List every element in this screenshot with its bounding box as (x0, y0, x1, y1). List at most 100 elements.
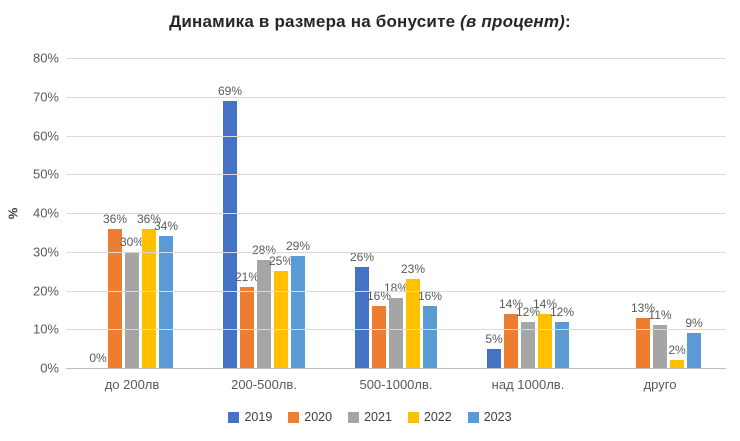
bar-slot: 12% (550, 58, 574, 368)
value-label: 12% (549, 304, 575, 319)
chart-title-italic: (в процент) (460, 12, 566, 31)
gridline (66, 213, 726, 214)
bar-cluster: 69% 21% 28% 25% 29% (198, 58, 330, 368)
x-axis-label: 200-500лв. (231, 377, 297, 392)
bar-2023 (423, 306, 437, 368)
y-tick-label: 50% (32, 166, 59, 182)
legend-item-2020: 2020 (288, 410, 332, 424)
gridline (66, 135, 726, 137)
y-axis-title-text: % (5, 207, 21, 219)
x-axis-label: до 200лв (104, 377, 160, 392)
x-axis-label: над 1000лв. (491, 377, 565, 392)
bar-slot: 28% (252, 58, 276, 368)
bar-2021 (389, 298, 403, 368)
value-label: 5% (485, 331, 503, 346)
bar-slot: 69% (218, 58, 242, 368)
value-label: 29% (285, 238, 311, 253)
value-label: 18% (383, 281, 409, 296)
bar-2019 (223, 100, 237, 368)
bar-2022 (406, 278, 420, 368)
value-label: 34% (153, 219, 179, 234)
gridline (66, 251, 726, 253)
bar-2020 (636, 317, 650, 368)
chart-title: Динамика в размера на бонусите (в процен… (0, 12, 740, 32)
legend-item-2021: 2021 (348, 410, 392, 424)
bar-groups: 0% 36% 30% 36% 34% до 200лв 69% 21% 28% 25% 29% 200… (66, 58, 726, 392)
value-label: 36% (102, 211, 128, 226)
value-label: 25% (268, 254, 294, 269)
bar-2019 (487, 348, 501, 368)
value-label: 14% (498, 296, 524, 311)
bar-2021 (257, 259, 271, 368)
value-label: 2% (668, 343, 686, 358)
value-label: 36% (136, 211, 162, 226)
bar-slot: 21% (235, 58, 259, 368)
bar-slot: 18% (384, 58, 408, 368)
bar-2023 (291, 255, 305, 368)
bar-2020 (240, 286, 254, 368)
bar-slot: 34% (154, 58, 178, 368)
bar-2021 (521, 321, 535, 368)
legend-swatch (467, 411, 479, 423)
bar-slot: 11% (648, 58, 672, 368)
legend-swatch (288, 411, 300, 423)
y-tick-label: 0% (40, 360, 59, 376)
legend-swatch (228, 411, 240, 423)
bar-slot: 26% (350, 58, 374, 368)
y-tick-label: 30% (32, 244, 59, 260)
value-label: 9% (685, 316, 703, 331)
bar-slot: 23% (401, 58, 425, 368)
x-axis-line (66, 368, 726, 369)
gridline (66, 58, 726, 59)
bar-group: 69% 21% 28% 25% 29% 200-500лв. (198, 58, 330, 392)
bar-2022 (538, 313, 552, 368)
bar-2023 (159, 236, 173, 368)
value-label: 11% (648, 308, 672, 323)
legend-label: 2022 (423, 410, 452, 424)
value-label: 12% (515, 304, 541, 319)
legend-label: 2019 (244, 410, 273, 424)
y-axis-title: % (0, 58, 26, 368)
legend: 2019 2020 2021 2022 2023 (0, 410, 740, 424)
gridline (66, 329, 726, 331)
bar-2022 (274, 271, 288, 368)
legend-swatch (348, 411, 360, 423)
chart-title-colon: : (565, 12, 571, 31)
bar-slot: 30% (120, 58, 144, 368)
value-label: 0% (89, 351, 107, 365)
bar-group: 26% 16% 18% 23% 16% 500-1000лв. (330, 58, 462, 392)
x-axis-label: 500-1000лв. (359, 377, 433, 392)
bar-2022 (670, 360, 684, 368)
bar-slot: 14% (499, 58, 523, 368)
value-label: 30% (119, 234, 145, 249)
y-tick-label: 70% (32, 89, 59, 105)
y-axis-labels: 80% 70% 60% 50% 40% 30% 20% 10% 0% (26, 51, 66, 376)
bar-group: 5% 14% 12% 14% 12% над 1000лв. (462, 58, 594, 392)
legend-swatch (407, 411, 419, 423)
bar-slot: 36% (103, 58, 127, 368)
legend-item-2023: 2023 (467, 410, 512, 424)
bar-slot: 5% (485, 58, 503, 368)
bar-2023 (687, 333, 701, 368)
value-label: 14% (532, 296, 558, 311)
bar-2021 (125, 251, 139, 368)
bar-2021 (653, 325, 667, 368)
bar-cluster: 5% 14% 12% 14% 12% (462, 58, 594, 368)
value-label: 26% (349, 250, 375, 265)
bar-2019 (355, 267, 369, 368)
value-label: 16% (366, 289, 392, 303)
gridline (66, 174, 726, 176)
chart-body: % 80% 70% 60% 50% 40% 30% 20% 10% 0% 0% 36% 30% 36%… (0, 51, 740, 392)
y-tick-label: 40% (32, 205, 59, 221)
bar-group: 13% 11% 2% 9% друго (594, 58, 726, 392)
value-label: 13% (630, 300, 656, 315)
bar-slot: 29% (286, 58, 310, 368)
gridline (66, 290, 726, 292)
y-tick-label: 10% (32, 321, 59, 337)
value-label: 23% (400, 261, 426, 276)
bar-2020 (372, 306, 386, 368)
bar-slot: 16% (418, 58, 442, 368)
plot-area: 0% 36% 30% 36% 34% до 200лв 69% 21% 28% 25% 29% 200… (66, 58, 726, 392)
chart-title-main: Динамика в размера на бонусите (169, 12, 461, 31)
